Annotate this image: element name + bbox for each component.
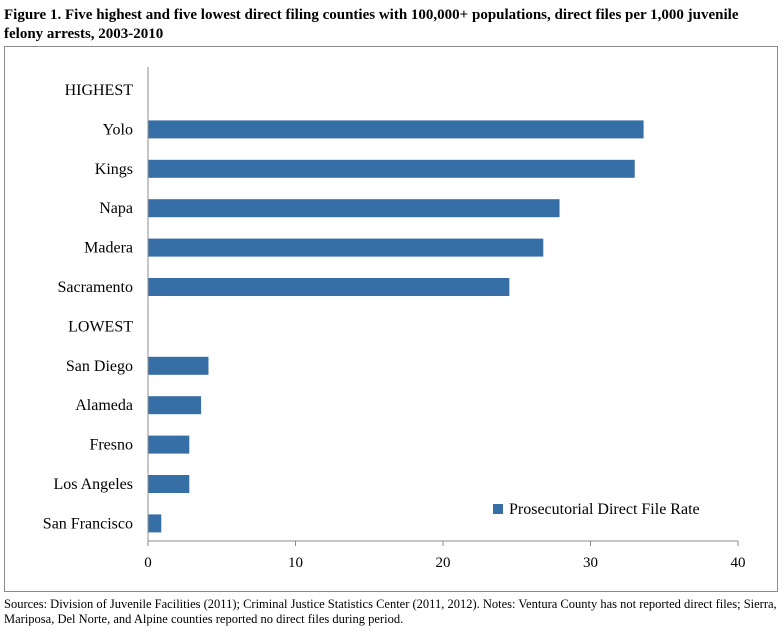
- category-label: HIGHEST: [65, 82, 134, 99]
- bar: [148, 199, 560, 218]
- bar: [148, 514, 162, 533]
- chart-frame: HIGHEST Yolo Kings Napa Madera Sacramento LOWE…: [4, 46, 778, 592]
- bar: [148, 238, 544, 257]
- category-label: Los Angeles: [53, 476, 133, 493]
- figure-title: Figure 1. Five highest and five lowest d…: [4, 7, 739, 42]
- x-axis: 0 10 20 30 40: [144, 67, 746, 571]
- category-labels: HIGHEST Yolo Kings Napa Madera Sacramento LOWE…: [43, 82, 133, 532]
- category-label: San Diego: [66, 358, 133, 375]
- bar: [148, 475, 190, 493]
- bar: [148, 396, 202, 415]
- category-label: Yolo: [103, 121, 133, 138]
- legend: Prosecutorial Direct File Rate: [493, 501, 700, 518]
- bar: [148, 278, 510, 296]
- category-label: Madera: [84, 240, 133, 257]
- category-label: San Francisco: [43, 515, 133, 532]
- x-tick-label: 0: [144, 555, 152, 571]
- sources-note: Sources: Division of Juvenile Facilities…: [4, 597, 777, 626]
- category-label: Alameda: [75, 397, 133, 414]
- bars-layer: [148, 120, 644, 533]
- bar: [148, 356, 209, 375]
- bar: [148, 435, 190, 454]
- x-tick-label: 40: [731, 555, 746, 571]
- legend-label: Prosecutorial Direct File Rate: [509, 501, 700, 518]
- bar: [148, 120, 644, 139]
- category-label: Kings: [95, 161, 133, 178]
- category-label: Sacramento: [57, 279, 133, 296]
- category-label: LOWEST: [68, 318, 133, 335]
- category-label: Napa: [99, 200, 133, 217]
- legend-swatch: [493, 504, 503, 514]
- category-label: Fresno: [89, 437, 133, 454]
- x-tick-label: 30: [583, 555, 598, 571]
- x-tick-label: 20: [436, 555, 451, 571]
- bar-chart: HIGHEST Yolo Kings Napa Madera Sacramento LOWE…: [43, 67, 746, 571]
- x-tick-label: 10: [288, 555, 303, 571]
- bar: [148, 159, 635, 178]
